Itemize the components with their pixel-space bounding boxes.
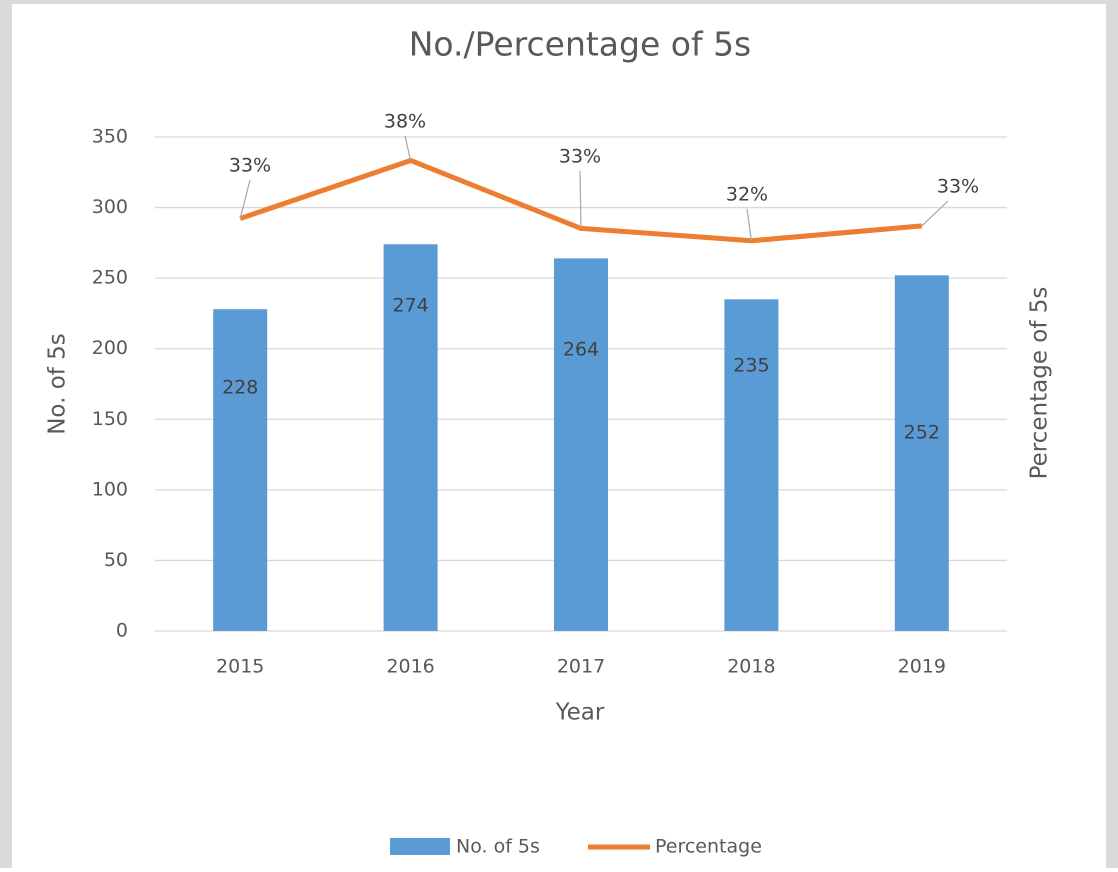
chart-title: No./Percentage of 5s — [409, 25, 752, 64]
data-label: 33% — [937, 176, 979, 198]
data-label: 274 — [392, 295, 428, 317]
y2-axis-title: Percentage of 5s — [1027, 287, 1053, 480]
x-tick-label: 2015 — [216, 656, 264, 678]
y-tick-label: 350 — [92, 126, 128, 148]
legend-label: No. of 5s — [456, 836, 540, 858]
bar — [213, 309, 268, 631]
data-label: 252 — [904, 422, 940, 444]
y-tick-label: 250 — [92, 267, 128, 289]
y-tick-label: 100 — [92, 478, 128, 500]
bar — [554, 258, 608, 631]
data-label: 33% — [229, 155, 271, 177]
leader-line — [921, 200, 949, 227]
data-label: 33% — [559, 146, 601, 168]
y-tick-label: 50 — [104, 549, 128, 571]
x-axis-title: Year — [555, 700, 605, 726]
y-tick-label: 0 — [116, 620, 128, 642]
data-label: 228 — [222, 377, 258, 399]
y-axis-title: No. of 5s — [45, 333, 71, 435]
x-tick-label: 2018 — [727, 656, 775, 678]
bar — [383, 244, 438, 632]
y-tick-label: 300 — [92, 196, 128, 218]
bar — [724, 299, 779, 631]
data-label: 32% — [726, 184, 768, 206]
legend-label: Percentage — [655, 836, 762, 858]
bar — [894, 275, 949, 631]
leader-line — [579, 170, 582, 229]
legend-swatch — [390, 838, 450, 855]
x-tick-label: 2017 — [557, 656, 605, 678]
x-tick-label: 2019 — [898, 656, 946, 678]
y-tick-label: 200 — [92, 337, 128, 359]
data-label: 38% — [384, 111, 426, 133]
data-label: 264 — [563, 339, 599, 361]
leader-line — [239, 179, 251, 219]
x-tick-label: 2016 — [386, 656, 434, 678]
leader-line — [404, 135, 412, 161]
y-tick-label: 150 — [92, 408, 128, 430]
data-label: 235 — [733, 355, 769, 377]
leader-line — [746, 208, 752, 241]
